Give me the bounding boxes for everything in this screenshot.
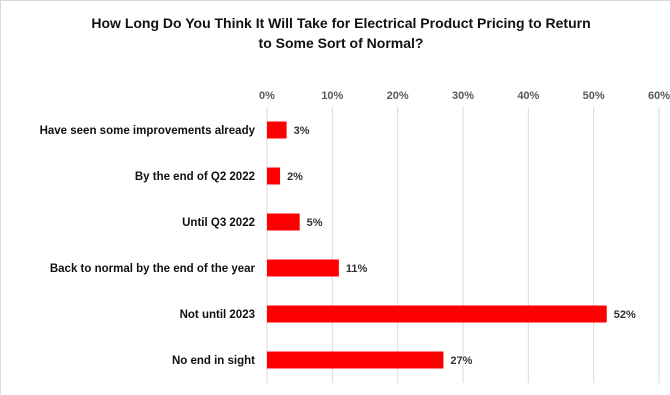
category-label: By the end of Q2 2022 <box>135 171 255 183</box>
data-label: 52% <box>614 309 636 321</box>
x-tick-label: 10% <box>321 90 343 102</box>
x-tick-label: 60% <box>648 90 670 102</box>
x-tick-label: 40% <box>517 90 539 102</box>
chart-title-line-2: to Some Sort of Normal? <box>258 35 424 51</box>
category-label: Not until 2023 <box>180 309 255 321</box>
bars <box>267 121 607 369</box>
bar <box>267 213 300 231</box>
category-label: No end in sight <box>172 355 255 367</box>
bar <box>267 259 339 277</box>
category-label: Until Q3 2022 <box>182 217 255 229</box>
bar <box>267 167 281 185</box>
category-label: Have seen some improvements already <box>40 125 256 137</box>
data-label: 27% <box>450 355 472 367</box>
bar <box>267 121 287 139</box>
chart-title-line-1: How Long Do You Think It Will Take for E… <box>91 15 591 31</box>
chart-title: How Long Do You Think It Will Take for E… <box>61 13 621 53</box>
data-labels: 3% 2% 5% 11% 52% 27% <box>287 125 636 367</box>
x-tick-label: 50% <box>583 90 605 102</box>
data-label: 5% <box>307 217 323 229</box>
bar <box>267 305 607 323</box>
x-axis-ticks: 0% 10% 20% 30% 40% 50% 60% <box>259 90 670 102</box>
gridlines <box>266 107 660 383</box>
data-label: 11% <box>346 263 368 275</box>
x-tick-label: 0% <box>259 90 275 102</box>
x-tick-label: 20% <box>387 90 409 102</box>
category-label: Back to normal by the end of the year <box>50 263 256 275</box>
x-tick-label: 30% <box>452 90 474 102</box>
data-label: 3% <box>294 125 310 137</box>
data-label: 2% <box>287 171 303 183</box>
category-labels: Have seen some improvements already By th… <box>40 125 256 367</box>
bar <box>267 351 444 369</box>
